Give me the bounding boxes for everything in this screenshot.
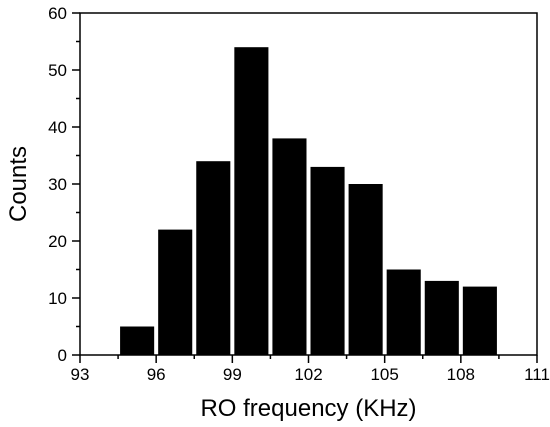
y-tick-label-6: 60: [48, 4, 67, 23]
bar-9: [462, 286, 497, 355]
bar-1: [158, 229, 193, 355]
x-tick-label-1: 96: [147, 365, 166, 384]
bar-4: [272, 138, 307, 355]
x-tick-label-3: 102: [294, 365, 322, 384]
bar-8: [424, 280, 459, 355]
bar-2: [196, 161, 231, 355]
x-tick-label-0: 93: [71, 365, 90, 384]
bar-0: [120, 326, 155, 355]
y-tick-label-1: 10: [48, 289, 67, 308]
y-tick-label-4: 40: [48, 118, 67, 137]
x-tick-label-4: 105: [370, 365, 398, 384]
bar-6: [348, 184, 383, 355]
x-axis-title: RO frequency (KHz): [200, 395, 416, 422]
bar-3: [234, 47, 269, 355]
x-tick-label-2: 99: [223, 365, 242, 384]
y-tick-label-2: 20: [48, 232, 67, 251]
y-tick-label-3: 30: [48, 175, 67, 194]
bars-group: [120, 47, 497, 355]
y-tick-label-5: 50: [48, 61, 67, 80]
x-tick-label-6: 111: [524, 365, 550, 384]
bar-5: [310, 166, 345, 355]
bar-7: [386, 269, 421, 355]
x-tick-label-5: 108: [447, 365, 475, 384]
y-tick-label-0: 0: [58, 346, 67, 365]
y-axis-title: Counts: [5, 146, 32, 222]
ticks-group: 93 96 99 102 105 108 111 0 10 20 30 40 50 60: [48, 4, 550, 384]
